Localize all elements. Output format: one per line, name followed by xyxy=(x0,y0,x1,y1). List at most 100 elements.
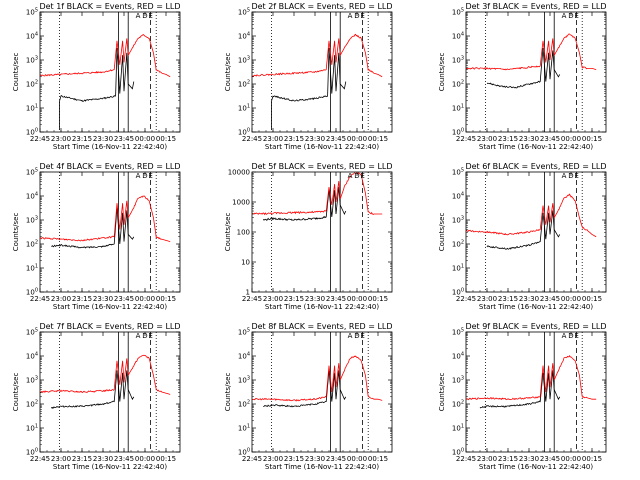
y-axis-label: Counts/sec xyxy=(12,213,20,252)
x-tick-label: 23:30 xyxy=(519,135,539,143)
x-tick-label: 00:15 xyxy=(582,295,602,303)
x-tick-label: 22:45 xyxy=(456,455,476,463)
x-axis-label: Start Time (16-Nov-11 22:42:40) xyxy=(265,463,379,471)
x-axis-label: Start Time (16-Nov-11 22:42:40) xyxy=(53,463,167,471)
x-tick-label: 22:45 xyxy=(30,455,50,463)
events-series-line xyxy=(263,370,347,408)
y-tick-label: 101 xyxy=(26,424,38,433)
x-tick-label: 23:15 xyxy=(498,455,518,463)
x-tick-label: 23:15 xyxy=(284,455,304,463)
y-tick-label: 105 xyxy=(452,328,464,337)
events-series-line xyxy=(486,47,561,89)
y-tick-label: 103 xyxy=(238,56,250,65)
x-tick-label: 00:15 xyxy=(156,295,176,303)
x-tick-label: 23:15 xyxy=(72,295,92,303)
x-tick-label: 23:45 xyxy=(326,295,346,303)
x-tick-label: 00:15 xyxy=(368,455,388,463)
y-tick-label: 1000 xyxy=(232,199,250,207)
x-tick-label: 23:00 xyxy=(263,455,283,463)
panel-title: Det 8f BLACK = Events, RED = LLD xyxy=(251,322,392,331)
x-tick-label: 23:30 xyxy=(93,295,113,303)
x-tick-label: 00:15 xyxy=(156,455,176,463)
y-tick-label: 105 xyxy=(26,8,38,17)
panel-6: Det 6f BLACK = Events, RED = LLD 100 101 10… xyxy=(438,162,607,311)
panel-5: Det 5f BLACK = Events, RED = LLD 1 10 100 10… xyxy=(224,162,393,311)
top-letter-marker: D xyxy=(568,12,573,20)
y-tick-label: 103 xyxy=(26,216,38,225)
x-tick-label: 23:00 xyxy=(51,135,71,143)
x-axis-label: Start Time (16-Nov-11 22:42:40) xyxy=(479,463,593,471)
x-tick-label: 23:00 xyxy=(263,135,283,143)
y-tick-label: 100 xyxy=(452,288,464,297)
x-tick-label: 23:45 xyxy=(114,455,134,463)
y-tick-label: 1 xyxy=(246,289,250,297)
x-tick-label: 22:45 xyxy=(456,295,476,303)
lld-series-line xyxy=(466,355,597,401)
x-tick-label: 23:30 xyxy=(305,455,325,463)
top-letter-marker: E xyxy=(574,332,578,340)
top-letter-marker: A xyxy=(348,172,353,180)
x-tick-label: 23:45 xyxy=(540,295,560,303)
x-tick-label: 23:45 xyxy=(114,295,134,303)
y-tick-label: 102 xyxy=(26,240,38,249)
x-tick-label: 00:00 xyxy=(347,455,367,463)
top-letter-marker: A xyxy=(136,12,141,20)
y-tick-label: 105 xyxy=(26,328,38,337)
x-tick-label: 00:00 xyxy=(561,295,581,303)
x-tick-label: 00:00 xyxy=(561,455,581,463)
plot-frame xyxy=(39,171,181,293)
x-tick-label: 00:15 xyxy=(156,135,176,143)
top-letter-marker: A xyxy=(348,332,353,340)
top-letter-marker: A xyxy=(136,172,141,180)
x-tick-label: 23:00 xyxy=(51,455,71,463)
y-tick-label: 101 xyxy=(26,264,38,273)
top-letter-marker: E xyxy=(148,172,152,180)
panel-3: Det 3f BLACK = Events, RED = LLD 100 101 10… xyxy=(438,2,607,151)
x-tick-label: 23:15 xyxy=(72,455,92,463)
x-tick-label: 23:30 xyxy=(305,295,325,303)
x-axis-label: Start Time (16-Nov-11 22:42:40) xyxy=(479,303,593,311)
x-tick-label: 00:00 xyxy=(347,135,367,143)
events-series-line xyxy=(51,207,135,249)
y-tick-label: 104 xyxy=(26,192,38,201)
top-letter-marker: E xyxy=(574,12,578,20)
panel-8: Det 8f BLACK = Events, RED = LLD 100 101 10… xyxy=(224,322,393,471)
y-tick-label: 100 xyxy=(238,128,250,137)
lld-series-line xyxy=(252,172,383,216)
lld-series-line xyxy=(252,355,383,402)
x-tick-label: 23:00 xyxy=(51,295,71,303)
y-tick-label: 100 xyxy=(238,448,250,457)
plot-frame xyxy=(39,331,181,453)
panel-title: Det 7f BLACK = Events, RED = LLD xyxy=(39,322,180,331)
y-tick-label: 104 xyxy=(238,32,250,41)
x-tick-label: 23:15 xyxy=(498,135,518,143)
y-tick-label: 100 xyxy=(237,229,250,237)
y-tick-label: 102 xyxy=(452,400,464,409)
y-tick-label: 10 xyxy=(241,259,250,267)
events-series-line xyxy=(271,47,347,130)
x-tick-label: 00:15 xyxy=(582,135,602,143)
lld-series-line xyxy=(40,354,171,395)
lld-series-line xyxy=(466,193,597,238)
x-tick-label: 23:00 xyxy=(263,295,283,303)
x-axis-label: Start Time (16-Nov-11 22:42:40) xyxy=(53,143,167,151)
plot-frame xyxy=(465,11,607,133)
y-axis-label: Counts/sec xyxy=(224,53,232,92)
lld-series-line xyxy=(252,33,383,78)
y-tick-label: 101 xyxy=(26,104,38,113)
panel-1: Det 1f BLACK = Events, RED = LLD 100 101 10… xyxy=(12,2,181,151)
top-letter-marker: A xyxy=(562,172,567,180)
top-letter-marker: A xyxy=(562,332,567,340)
x-tick-label: 22:45 xyxy=(242,455,262,463)
y-axis-label: Counts/sec xyxy=(12,53,20,92)
panel-title: Det 6f BLACK = Events, RED = LLD xyxy=(465,162,606,171)
top-letter-marker: D xyxy=(354,12,359,20)
x-tick-label: 23:45 xyxy=(326,455,346,463)
y-tick-label: 100 xyxy=(26,448,38,457)
panel-title: Det 5f BLACK = Events, RED = LLD xyxy=(251,162,392,171)
lld-series-line xyxy=(466,33,597,71)
plot-frame xyxy=(465,331,607,453)
panel-4: Det 4f BLACK = Events, RED = LLD 100 101 10… xyxy=(12,162,181,311)
y-tick-label: 104 xyxy=(452,32,464,41)
x-tick-label: 00:00 xyxy=(135,295,155,303)
